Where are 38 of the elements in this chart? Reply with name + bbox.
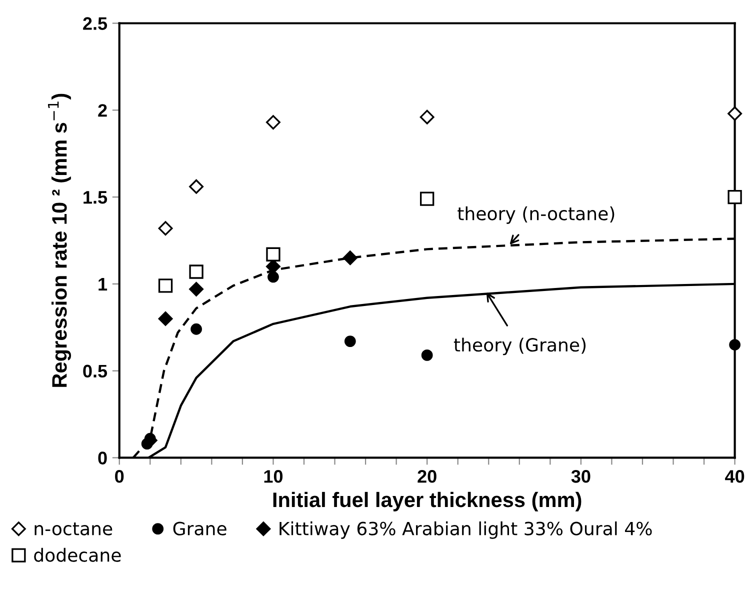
y-tick-label: 2 [98, 104, 107, 117]
y-axis-title: Regression rate 10 ² (mm s$^{−1}$) [48, 94, 72, 387]
x-tick-label: 30 [571, 470, 590, 483]
point [420, 192, 434, 206]
legend-label: Grane [173, 522, 226, 536]
x-tick-label: 0 [115, 470, 124, 483]
point [266, 115, 280, 130]
x-tick-label: 10 [264, 470, 283, 483]
point [158, 278, 173, 293]
annotation: theory (n-octane) [458, 206, 614, 224]
point [158, 311, 173, 326]
point [728, 190, 742, 204]
point [189, 179, 204, 194]
point [189, 282, 204, 296]
point [190, 323, 202, 335]
y-tick-label: 1.5 [84, 191, 108, 204]
point [421, 349, 433, 361]
y-tick-label: 2.5 [83, 17, 108, 30]
x-tick-label: 40 [725, 470, 744, 483]
legend-label: n-octane [34, 522, 112, 536]
point [158, 221, 173, 236]
legend-label: dodecane [34, 548, 121, 562]
y-tick-label: 0.5 [83, 364, 108, 378]
x-axis-title: Initial fuel layer thickness (mm) [273, 492, 582, 512]
legend-label: Kittiway 63% Arabian light 33% Oural 4% [280, 521, 652, 539]
annotation: theory (Grane) [454, 338, 586, 356]
x-tick-label: 20 [418, 470, 436, 483]
point [189, 264, 204, 279]
point [344, 336, 356, 347]
y-tick-label: 1 [98, 278, 108, 290]
point [266, 247, 280, 262]
point [142, 433, 158, 448]
point [728, 106, 742, 121]
point [420, 110, 434, 124]
point [729, 339, 741, 350]
y-tick-label: 0 [98, 452, 107, 464]
point [342, 250, 358, 266]
point [268, 271, 279, 283]
